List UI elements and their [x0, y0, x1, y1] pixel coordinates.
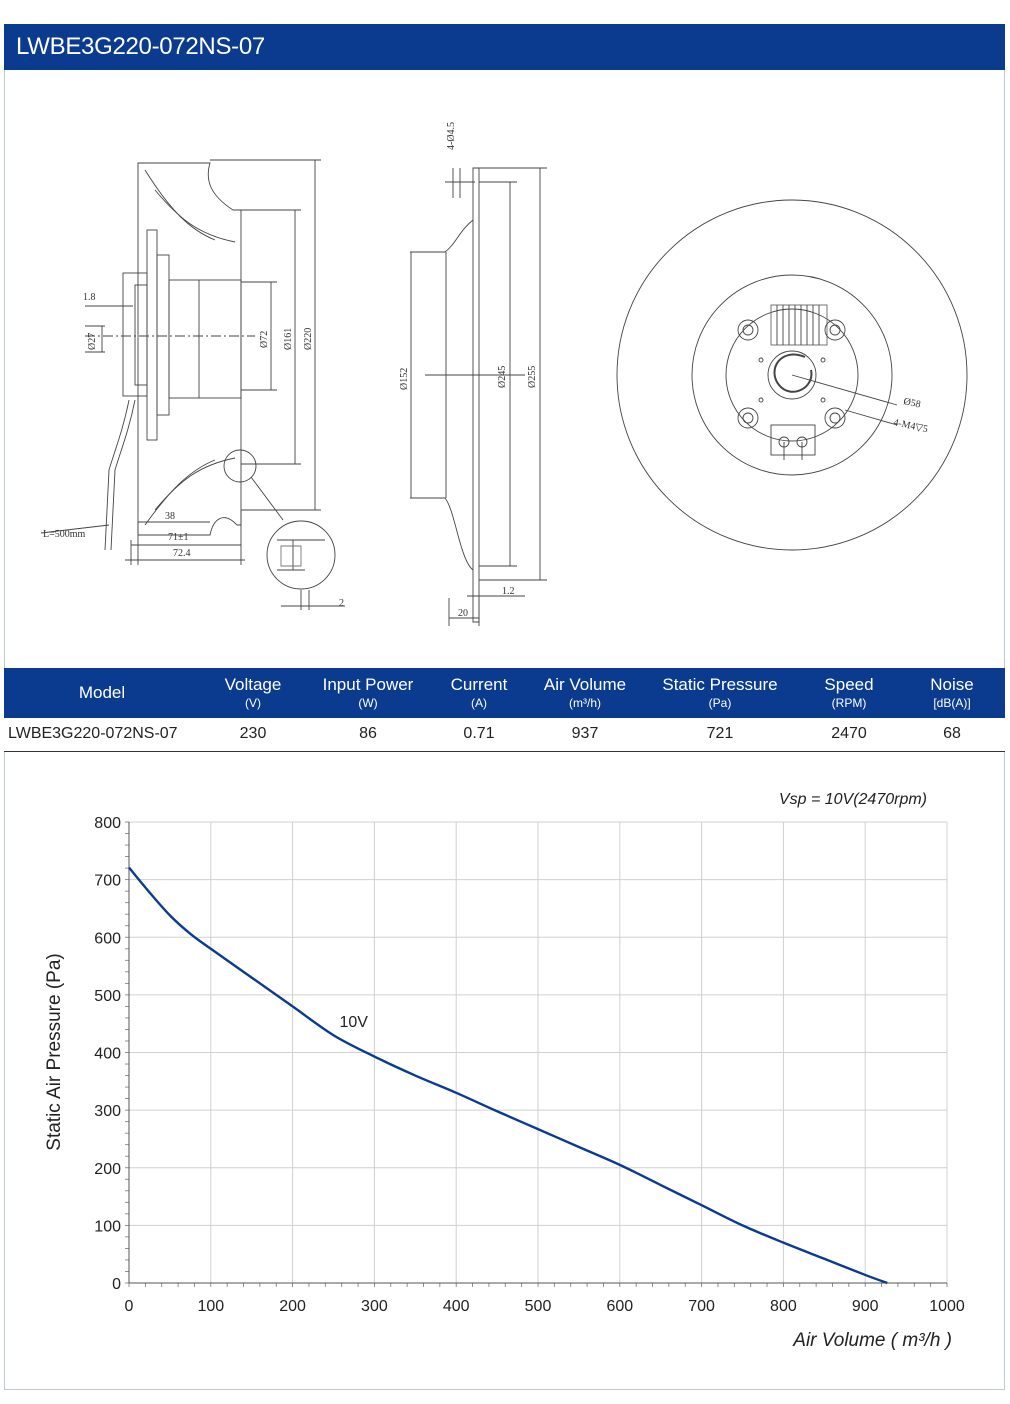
y-tick-label: 800: [94, 815, 121, 832]
side-view: [40, 159, 345, 610]
x-tick-label: 700: [688, 1298, 715, 1315]
y-tick-label: 400: [94, 1046, 121, 1063]
header-input-power: Input Power (W): [322, 675, 414, 710]
x-tick-label: 500: [525, 1298, 552, 1315]
dim-d152: Ø152: [399, 368, 410, 390]
x-tick-label: 400: [443, 1298, 470, 1315]
x-tick-label: 100: [197, 1298, 224, 1315]
dim-1-8: 1.8: [83, 292, 96, 303]
dim-holes: 4-Ø4.5: [446, 122, 457, 150]
cell-voltage: 230: [239, 725, 267, 742]
dim-38: 38: [165, 511, 175, 522]
y-tick-label: 300: [94, 1103, 121, 1120]
x-tick-label: 1000: [929, 1298, 965, 1315]
dim-d245: Ø245: [497, 366, 508, 388]
x-tick-label: 600: [606, 1298, 633, 1315]
dim-2: 2: [339, 598, 344, 609]
technical-drawing: 1.8 Ø27 Ø72 Ø161 Ø220 38 71±1 72.4 L=500…: [5, 70, 1004, 668]
spec-table-header: Model Voltage (V) Input Power (W) Curren…: [4, 668, 1005, 718]
cell-model: LWBE3G220-072NS-07: [8, 725, 178, 742]
chart-annotation: Vsp = 10V(2470rpm): [779, 791, 927, 808]
cell-air-volume: 937: [571, 725, 599, 742]
dim-1-2: 1.2: [502, 586, 515, 597]
header-static-pressure: Static Pressure (Pa): [662, 675, 778, 710]
spec-table-row: LWBE3G220-072NS-07 230 86 0.71 937 721 2…: [4, 718, 1005, 752]
title-bar: LWBE3G220-072NS-07: [4, 24, 1005, 70]
dim-d27: Ø27: [87, 333, 98, 350]
y-tick-label: 200: [94, 1161, 121, 1178]
cell-current: 0.71: [463, 725, 495, 742]
header-speed: Speed (RPM): [824, 675, 874, 710]
y-axis-title: Static Air Pressure (Pa): [44, 953, 65, 1150]
cell-static-pressure: 721: [706, 725, 734, 742]
header-noise: Noise [dB(A)]: [930, 675, 974, 710]
cell-noise: 68: [943, 725, 961, 742]
dim-20: 20: [458, 608, 468, 619]
y-tick-label: 700: [94, 873, 121, 890]
header-current: Current (A): [450, 675, 508, 710]
dim-d220: Ø220: [303, 328, 314, 350]
x-tick-label: 0: [125, 1298, 134, 1315]
y-tick-label: 600: [94, 930, 121, 947]
header-air-volume: Air Volume (m³/h): [543, 675, 627, 710]
dim-d58: Ø58: [902, 396, 921, 410]
dim-d72: Ø72: [259, 331, 270, 348]
x-tick-label: 300: [361, 1298, 388, 1315]
y-tick-label: 500: [94, 988, 121, 1005]
header-model: Model: [78, 683, 126, 702]
cell-input-power: 86: [359, 725, 377, 742]
section-view: [410, 167, 547, 626]
series-label-10v: 10V: [340, 1014, 369, 1031]
x-tick-label: 200: [279, 1298, 306, 1315]
performance-chart-svg: 0 100 200 300 400 500 600 700 800 900 1000 0 100 200 3…: [44, 791, 965, 1351]
model-title: LWBE3G220-072NS-07: [16, 33, 265, 60]
dim-d255: Ø255: [527, 366, 538, 388]
x-axis-title: Air Volume ( m³/h ): [792, 1330, 952, 1351]
series-line-10v: [128, 866, 888, 1285]
dim-71: 71±1: [168, 532, 189, 543]
cell-speed: 2470: [831, 725, 867, 742]
x-tick-label: 900: [852, 1298, 879, 1315]
dim-d161: Ø161: [283, 328, 294, 350]
front-view: [616, 199, 968, 551]
dim-72-4: 72.4: [173, 548, 191, 559]
dim-m4: 4-M4▽5: [892, 417, 928, 435]
header-voltage: Voltage (V): [224, 675, 282, 710]
y-tick-label: 100: [94, 1218, 121, 1235]
x-tick-label: 800: [770, 1298, 797, 1315]
y-tick-label: 0: [112, 1276, 121, 1293]
dim-cable-length: L=500mm: [43, 529, 86, 540]
performance-chart: 0 100 200 300 400 500 600 700 800 900 1000 0 100 200 3…: [5, 752, 1004, 1389]
